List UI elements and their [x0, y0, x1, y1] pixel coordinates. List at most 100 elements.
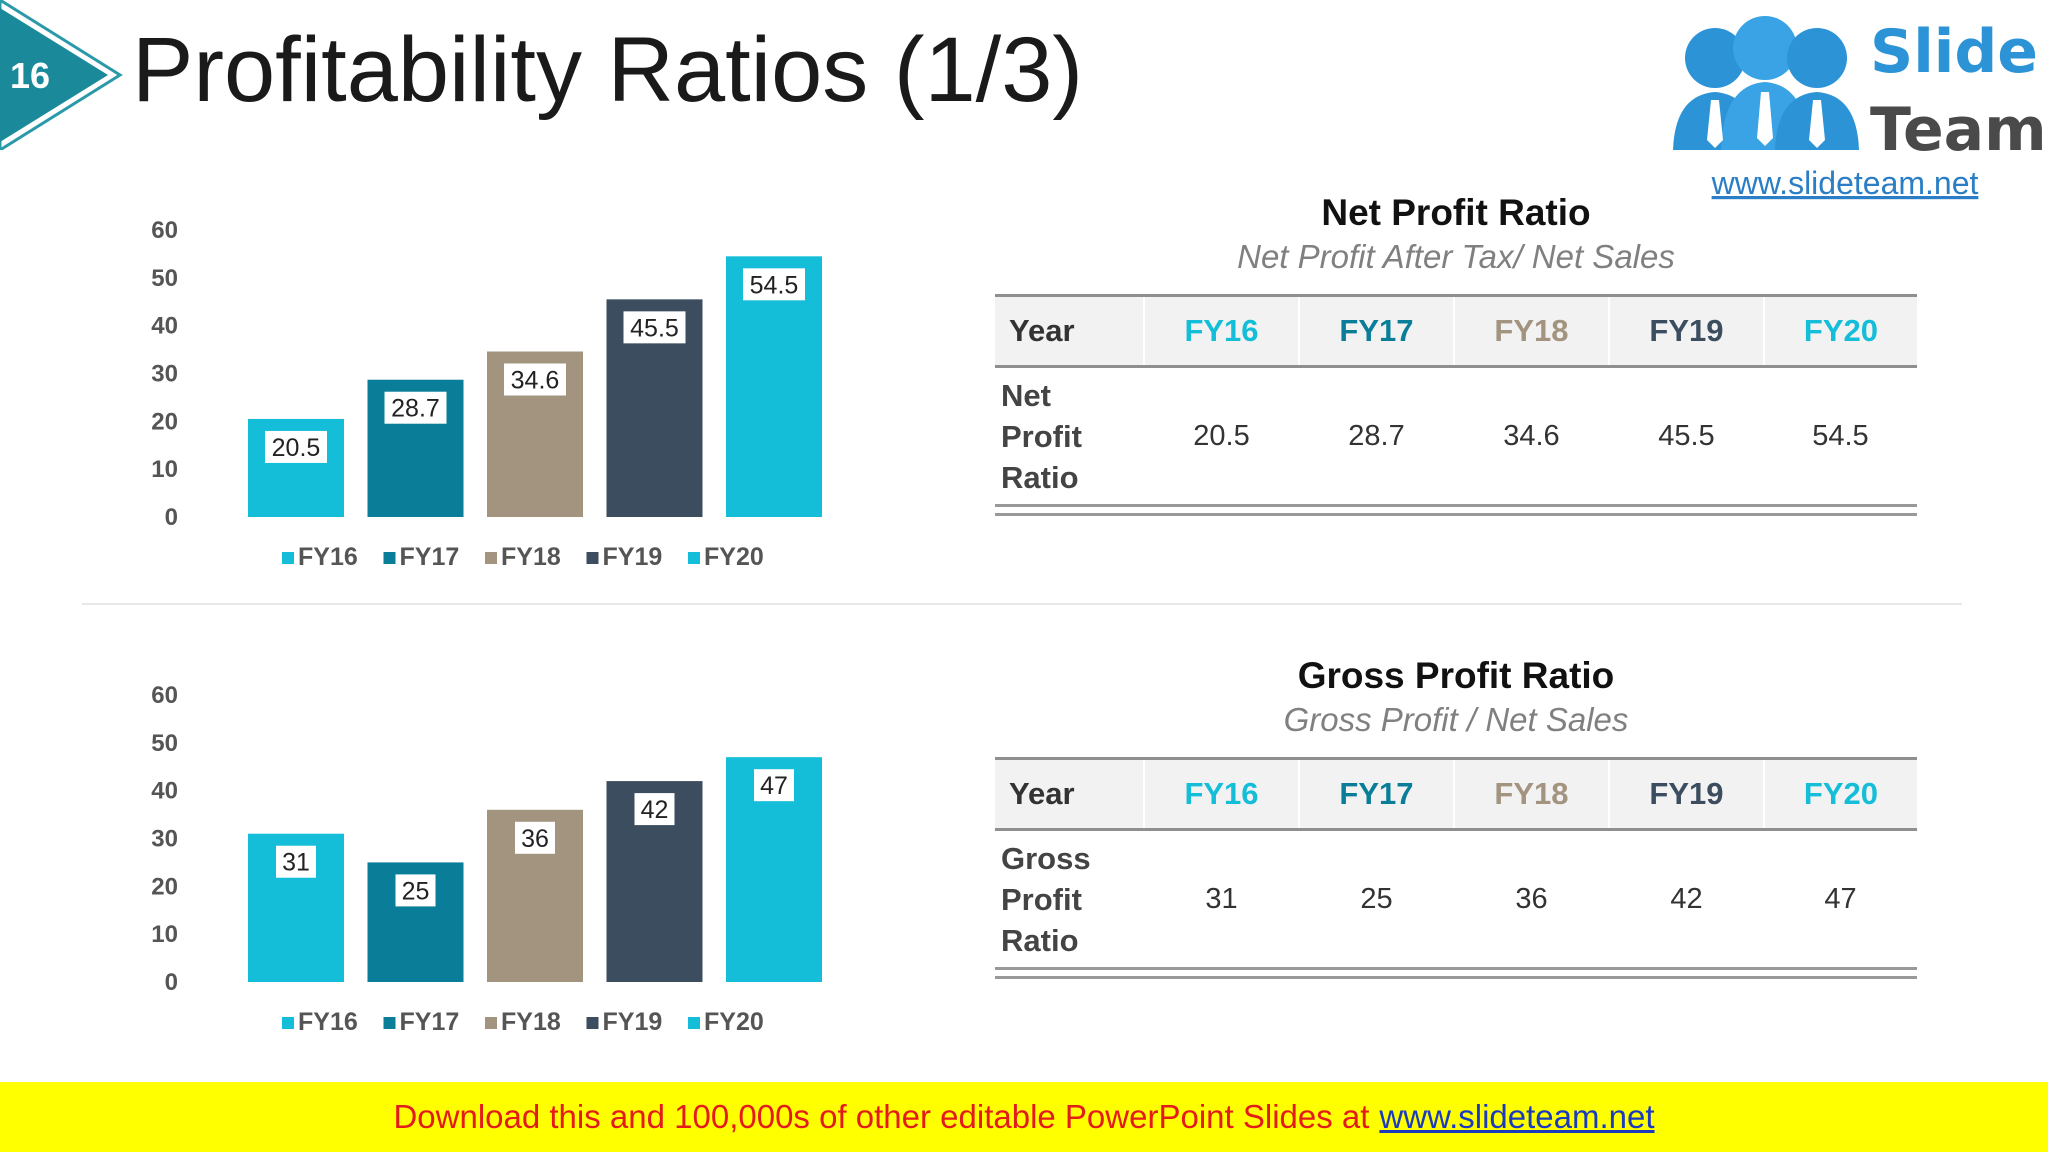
cell-fy17: 25 [1298, 829, 1454, 970]
legend-label: FY18 [501, 543, 561, 571]
data-label: 31 [276, 845, 316, 878]
data-label: 47 [754, 769, 794, 802]
data-label: 34.6 [504, 363, 566, 396]
legend-item: FY17 [383, 1008, 460, 1036]
row-label-line: Ratio [1001, 459, 1079, 495]
data-label-box [276, 845, 316, 878]
y-tick-label: 10 [151, 456, 178, 483]
legend-label: FY17 [400, 1008, 460, 1036]
legend-item: FY19 [586, 1008, 663, 1036]
table-subtitle: Net Profit After Tax/ Net Sales [1237, 238, 1675, 275]
gross-profit-chart: 0 10 20 30 40 50 60 31 25 36 42 47 FY16 FY17 FY18 FY19 F… [151, 682, 822, 1036]
legend-swatch [485, 1017, 497, 1029]
legend-item: FY16 [282, 1008, 358, 1036]
legend-item: FY18 [485, 543, 561, 571]
data-label: 36 [515, 821, 555, 854]
logo-url[interactable]: www.slideteam.net [1711, 165, 1979, 200]
legend-swatch [383, 1017, 396, 1029]
slide-number-badge: 16 [0, 0, 123, 150]
data-label-text: 47 [760, 772, 788, 800]
legend-swatch [688, 1017, 700, 1029]
data-label-box [504, 363, 566, 396]
y-tick-label: 40 [151, 778, 178, 805]
section-divider [82, 603, 1962, 605]
logo-text-slide: Slide [1870, 17, 2038, 87]
data-label-text: 54.5 [750, 271, 799, 299]
legend-label: FY20 [704, 1008, 764, 1036]
legend-label: FY17 [400, 543, 460, 571]
y-tick-label: 60 [151, 682, 178, 709]
legend-item: FY20 [688, 1008, 764, 1036]
year-col-fy16: FY16 [1143, 294, 1299, 368]
data-label-box [265, 430, 327, 463]
cell-fy20: 54.5 [1763, 366, 1917, 507]
legend-item: FY18 [485, 1008, 561, 1036]
table-row: Gross Profit Ratio 31 25 36 42 47 [995, 829, 1917, 970]
y-tick-label: 0 [165, 504, 178, 531]
y-tick-label: 30 [151, 361, 178, 388]
legend-swatch [383, 552, 396, 564]
data-label-box [634, 793, 675, 826]
data-label-box [395, 874, 436, 907]
legend-swatch [282, 552, 294, 564]
legend-item: FY17 [383, 543, 460, 571]
data-label: 42 [634, 793, 675, 826]
cell-fy18: 34.6 [1453, 366, 1609, 507]
legend-label: FY16 [298, 543, 358, 571]
legend-item: FY16 [282, 543, 358, 571]
table-title: Net Profit Ratio [1321, 192, 1591, 233]
table-bottom-rule [995, 970, 1917, 979]
slideteam-logo: Slide Team www.slideteam.net [1645, 0, 2045, 200]
table-header-row: Year FY16 FY17 FY18 FY19 FY20 [995, 757, 1917, 831]
year-col-fy17: FY17 [1297, 757, 1454, 831]
gross-profit-table: Year FY16 FY17 FY18 FY19 FY20 Gross Prof… [995, 757, 1917, 970]
legend-swatch [485, 552, 497, 564]
banner-link[interactable]: www.slideteam.net [1379, 1098, 1655, 1135]
y-tick-label: 60 [151, 217, 178, 244]
row-label-line: Profit [1001, 881, 1082, 917]
legend-label: FY19 [603, 1008, 663, 1036]
year-col-fy20: FY20 [1762, 757, 1917, 831]
legend-swatch [688, 552, 700, 564]
year-col-fy20: FY20 [1762, 294, 1917, 368]
data-label-text: 45.5 [630, 314, 679, 342]
y-tick-label: 30 [151, 826, 178, 853]
table-header-row: Year FY16 FY17 FY18 FY19 FY20 [995, 294, 1917, 368]
data-label-text: 36 [521, 825, 549, 853]
page-title: Profitability Ratios (1/3) [132, 19, 1083, 121]
data-label-box [623, 311, 686, 344]
year-col-fy19: FY19 [1607, 757, 1764, 831]
data-label-text: 34.6 [511, 366, 560, 394]
y-tick-label: 10 [151, 921, 178, 948]
legend-swatch [586, 1017, 599, 1029]
banner-text: Download this and 100,000s of other edit… [393, 1098, 1370, 1135]
y-tick-label: 20 [151, 873, 178, 900]
data-label: 28.7 [384, 391, 447, 424]
cell-fy16: 31 [1144, 829, 1299, 970]
year-col-fy19: FY19 [1607, 294, 1764, 368]
cell-fy16: 20.5 [1144, 366, 1299, 507]
row-label-line: Net [1001, 377, 1051, 413]
legend-item: FY20 [688, 543, 764, 571]
legend-swatch [586, 552, 599, 564]
row-label-line: Gross [1001, 840, 1091, 876]
y-tick-label: 0 [165, 969, 178, 996]
data-label-box [743, 268, 805, 301]
year-col-fy18: FY18 [1452, 757, 1609, 831]
table-bottom-rule [995, 507, 1917, 516]
logo-text-team: Team [1870, 95, 2045, 165]
y-tick-label: 50 [151, 730, 178, 757]
table-subtitle: Gross Profit / Net Sales [1283, 701, 1629, 738]
data-label-box [384, 391, 447, 424]
cell-fy19: 42 [1608, 829, 1764, 970]
row-label-line: Profit [1001, 418, 1082, 454]
cell-fy18: 36 [1453, 829, 1609, 970]
net-profit-chart: 0 10 20 30 40 50 60 20.5 28.7 34.6 45.5 54.5 FY16 FY1… [151, 217, 822, 571]
table-row: Net Profit Ratio 20.5 28.7 34.6 45.5 54.… [995, 366, 1917, 507]
cell-fy17: 28.7 [1298, 366, 1454, 507]
year-header: Year [995, 294, 1144, 368]
data-label-text: 25 [402, 877, 430, 905]
year-col-fy17: FY17 [1297, 294, 1454, 368]
y-tick-label: 40 [151, 313, 178, 340]
net-profit-table: Year FY16 FY17 FY18 FY19 FY20 Net Profit… [995, 294, 1917, 507]
